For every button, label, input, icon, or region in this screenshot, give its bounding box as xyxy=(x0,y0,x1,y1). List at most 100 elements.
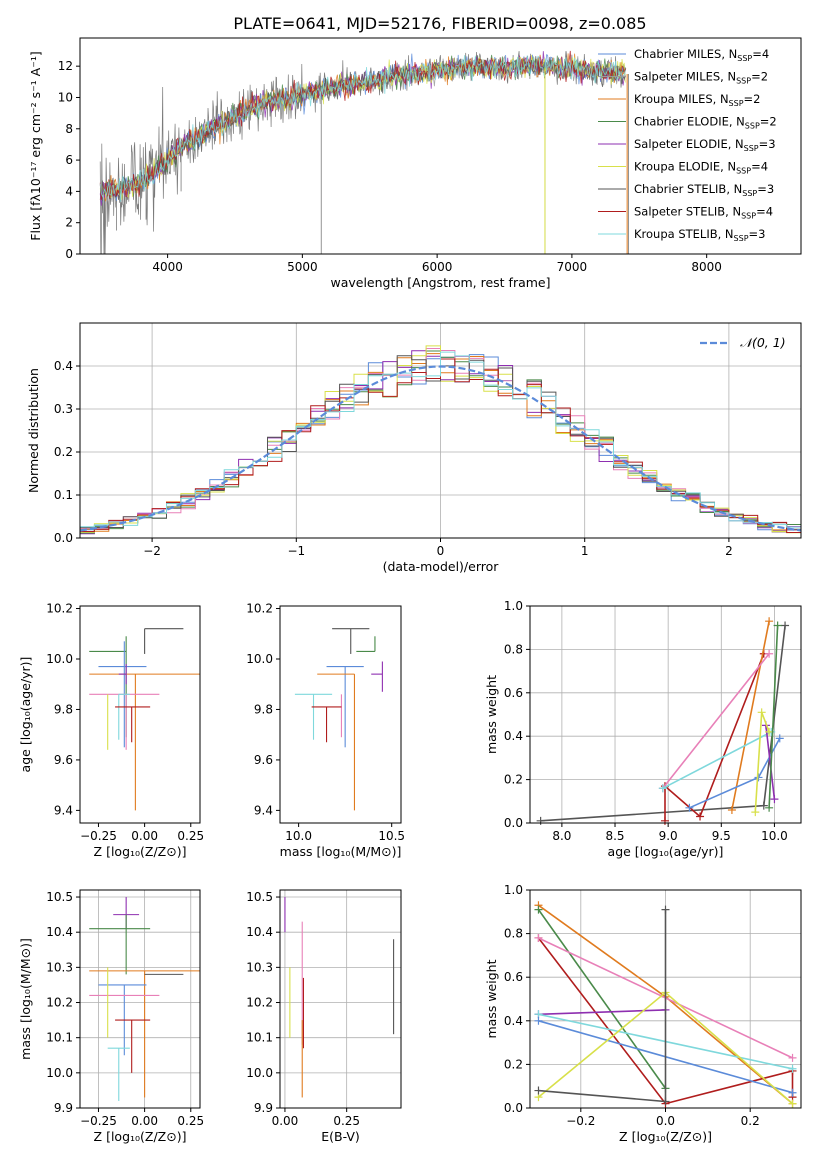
y-tick-label: 10.0 xyxy=(46,1066,73,1080)
panel-age_vs_mass: 10.0 10.5 9.4 9.6 9.8 10.0 10.2 mass [log₁₀(M/M… xyxy=(246,602,405,859)
mass-weight-line xyxy=(731,621,770,811)
x-tick-label: 0.25 xyxy=(177,1114,204,1128)
x-tick-label: 0.00 xyxy=(272,1114,299,1128)
y-tick-label: 0.8 xyxy=(504,642,523,656)
x-tick-label: 8000 xyxy=(691,260,722,274)
axes-frame xyxy=(529,889,802,1109)
legend-label-prefix: Salpeter MILES, NSSP=2 xyxy=(634,70,768,86)
mass-weight-line xyxy=(538,909,667,1103)
y-tick-label: 1.0 xyxy=(504,883,523,897)
errorbar-point xyxy=(294,693,333,740)
x-axis-label: (data-model)/error xyxy=(383,559,500,574)
x-axis-label: Z [log₁₀(Z/Z⊙)] xyxy=(619,1129,712,1144)
y-tick-label: 9.8 xyxy=(54,702,73,716)
errorbar-point xyxy=(89,673,200,811)
plus-marker xyxy=(751,808,760,817)
y-tick-label: 0.2 xyxy=(54,445,73,459)
y-axis-label: Flux [fλ10⁻¹⁷ erg cm⁻² s⁻¹ A⁻¹] xyxy=(28,51,43,240)
y-axis-label: age [log₁₀(age/yr)] xyxy=(18,657,33,773)
y-tick-label: 0.1 xyxy=(54,488,73,502)
legend-subscript: SSP xyxy=(734,234,749,243)
plus-marker xyxy=(775,734,784,743)
figure-title: PLATE=0641, MJD=52176, FIBERID=0098, z=0… xyxy=(233,14,646,33)
x-axis-label: E(B-V) xyxy=(321,1129,360,1144)
model-fit-line xyxy=(99,55,626,202)
plus-marker xyxy=(765,727,774,736)
y-axis-label: mass weight xyxy=(484,675,499,754)
legend-count: =4 xyxy=(751,160,768,174)
panel-weight_vs_age: 8.0 8.5 9.0 9.5 10.0 0.0 0.2 0.4 0.6 0.8 1.0 age [l… xyxy=(484,599,802,859)
axes-frame xyxy=(79,889,201,1109)
x-tick-label: 0.00 xyxy=(131,1114,158,1128)
axes-frame xyxy=(79,605,201,824)
x-tick-label: 10.0 xyxy=(761,829,788,843)
x-tick-label: 0.2 xyxy=(741,1114,760,1128)
plus-marker xyxy=(759,801,768,810)
legend-label-prefix: Kroupa ELODIE, NSSP=4 xyxy=(634,160,768,176)
y-tick-label: 0.4 xyxy=(504,729,523,743)
legend-subscript: SSP xyxy=(736,77,751,86)
x-tick-label: 2 xyxy=(725,544,733,558)
y-tick-label: 2 xyxy=(65,216,73,230)
plus-marker xyxy=(765,803,774,812)
legend-label: 𝒩(0, 1) xyxy=(740,335,786,350)
y-tick-label: 6 xyxy=(65,153,73,167)
mass-weight-line xyxy=(662,731,772,790)
y-tick-label: 10.3 xyxy=(46,960,73,974)
legend-label-prefix: Salpeter STELIB, NSSP=4 xyxy=(634,205,773,221)
plus-marker xyxy=(534,1086,543,1095)
x-tick-label: 0.00 xyxy=(131,829,158,843)
legend-subscript: SSP xyxy=(741,212,756,221)
y-tick-label: 10.2 xyxy=(246,602,273,616)
legend-count: =3 xyxy=(757,182,774,196)
panel-spectrum: 4000 5000 6000 7000 8000 0 2 4 6 8 10 12 wavelength … xyxy=(28,37,802,290)
y-tick-label: 10.0 xyxy=(246,1066,273,1080)
mass-weight-line xyxy=(662,653,770,789)
y-tick-label: 9.4 xyxy=(254,803,273,817)
panel-residuals: −2 −1 0 1 2 0.0 0.1 0.2 0.3 0.4 (data-model)/error… xyxy=(26,322,802,574)
gaussian-curve xyxy=(79,365,802,532)
x-axis-label: Z [log₁₀(Z/Z⊙)] xyxy=(94,1129,187,1144)
y-tick-label: 10.4 xyxy=(46,925,73,939)
y-tick-label: 0 xyxy=(65,247,73,261)
y-tick-label: 9.8 xyxy=(254,702,273,716)
mass-weight-line xyxy=(537,909,667,1089)
legend-label-prefix: Chabrier STELIB, NSSP=3 xyxy=(634,182,774,198)
y-tick-label: 10.2 xyxy=(246,996,273,1010)
axes-frame xyxy=(79,37,802,255)
y-tick-label: 0.0 xyxy=(504,816,523,830)
plus-marker xyxy=(773,621,782,630)
panel-mass_vs_ebv: 0.00 0.25 9.9 10.0 10.1 10.2 10.3 10.4 10.5 E(B-V… xyxy=(246,889,402,1144)
plus-marker xyxy=(765,649,774,658)
legend-label-prefix: Salpeter ELODIE, NSSP=3 xyxy=(634,137,776,153)
y-tick-label: 9.6 xyxy=(254,753,273,767)
errorbar-point xyxy=(89,914,151,975)
legend-name: Kroupa MILES, N xyxy=(634,92,729,106)
y-tick-label: 1.0 xyxy=(504,599,523,613)
plus-marker xyxy=(696,812,705,821)
x-tick-label: 5000 xyxy=(287,260,318,274)
legend-subscript: SSP xyxy=(742,189,757,198)
x-tick-label: 0 xyxy=(437,544,445,558)
y-tick-label: 9.4 xyxy=(54,803,73,817)
axes-frame xyxy=(279,889,402,1109)
plus-marker xyxy=(658,784,667,793)
mass-weight-line xyxy=(768,625,779,808)
legend-count: =2 xyxy=(751,70,768,84)
y-tick-label: 4 xyxy=(65,184,73,198)
legend-count: =4 xyxy=(756,205,773,219)
x-tick-label: 9.5 xyxy=(712,829,731,843)
mass-weight-line xyxy=(765,725,776,800)
x-tick-label: 6000 xyxy=(422,260,453,274)
y-tick-label: 0.6 xyxy=(504,970,523,984)
legend-subscript: SSP xyxy=(737,54,752,63)
errorbar-point xyxy=(115,1019,151,1073)
y-tick-label: 10.1 xyxy=(246,1031,273,1045)
legend-count: =2 xyxy=(744,92,761,106)
axes-frame xyxy=(79,322,802,539)
legend-label-prefix: Kroupa MILES, NSSP=2 xyxy=(634,92,760,108)
plus-marker xyxy=(781,621,790,630)
x-tick-label: −0.25 xyxy=(80,829,117,843)
errorbar-point xyxy=(326,666,364,748)
legend-count: =3 xyxy=(749,227,766,241)
